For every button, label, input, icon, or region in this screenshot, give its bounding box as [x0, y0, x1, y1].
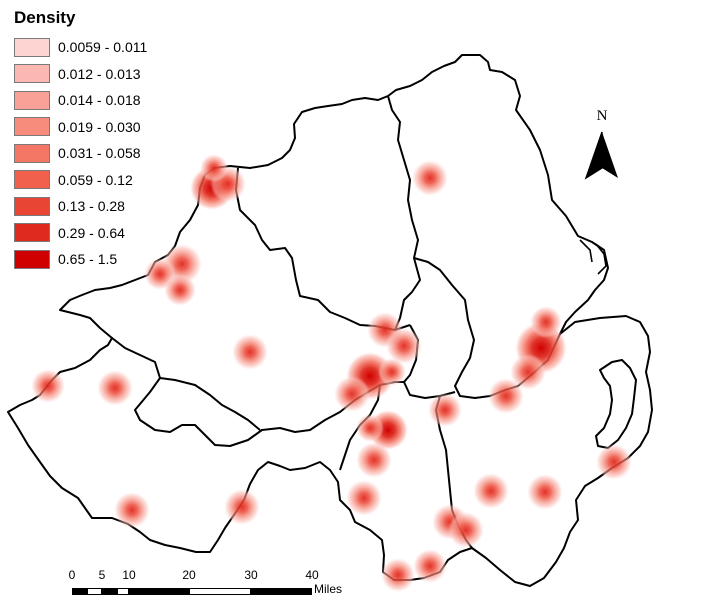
hotspot: [346, 480, 382, 516]
legend-label: 0.29 - 0.64: [58, 224, 125, 241]
coast-detail: [579, 239, 607, 275]
hotspot: [334, 376, 370, 412]
legend-swatch: [14, 64, 50, 84]
scale-segment: [251, 588, 312, 595]
scale-units: Miles: [314, 582, 343, 596]
hotspot: [200, 154, 228, 182]
scale-tick-label: 20: [182, 568, 196, 582]
legend: Density 0.0059 - 0.011 0.012 - 0.013 0.014…: [14, 8, 147, 273]
hotspot: [412, 160, 448, 196]
legend-label: 0.65 - 1.5: [58, 251, 118, 268]
hotspot: [224, 489, 260, 525]
hotspot: [448, 512, 484, 548]
north-arrow-icon: [584, 131, 618, 180]
hotspot: [381, 558, 415, 592]
legend-classes: 0.0059 - 0.011 0.012 - 0.013 0.014 - 0.018…: [14, 34, 147, 273]
hotspot: [378, 358, 406, 386]
legend-swatch: [14, 170, 50, 190]
hotspot: [413, 549, 447, 583]
legend-item: 0.65 - 1.5: [14, 246, 147, 273]
scale-segment: [129, 588, 189, 595]
legend-item: 0.019 - 0.030: [14, 114, 147, 141]
legend-swatch: [14, 223, 50, 243]
scale-segment: [189, 588, 251, 595]
legend-swatch: [14, 196, 50, 216]
hotspot: [596, 444, 632, 480]
north-arrow: N: [580, 108, 624, 184]
legend-label: 0.012 - 0.013: [58, 65, 141, 82]
scale-tick-label: 10: [122, 568, 136, 582]
hotspot: [530, 306, 562, 338]
scale-tick-label: 30: [244, 568, 258, 582]
scale-segment: [72, 588, 87, 595]
hotspot: [232, 334, 268, 370]
density-hotspots: [31, 154, 632, 592]
hotspot: [31, 369, 65, 403]
legend-item: 0.0059 - 0.011: [14, 34, 147, 61]
legend-title: Density: [14, 8, 76, 27]
hotspot: [488, 378, 524, 414]
hotspot: [114, 492, 150, 528]
hotspot: [97, 370, 133, 406]
scale-segment: [102, 588, 117, 595]
hotspot: [356, 414, 384, 442]
legend-swatch: [14, 143, 50, 163]
legend-item: 0.059 - 0.12: [14, 167, 147, 194]
legend-swatch: [14, 90, 50, 110]
hotspot: [164, 274, 196, 306]
legend-swatch: [14, 117, 50, 137]
legend-label: 0.014 - 0.018: [58, 92, 141, 109]
legend-item: 0.29 - 0.64: [14, 220, 147, 247]
legend-label: 0.059 - 0.12: [58, 171, 133, 188]
legend-swatch: [14, 249, 50, 269]
legend-item: 0.014 - 0.018: [14, 87, 147, 114]
scale-tick-label: 40: [305, 568, 319, 582]
legend-label: 0.0059 - 0.011: [58, 39, 148, 56]
legend-item: 0.13 - 0.28: [14, 193, 147, 220]
legend-item: 0.031 - 0.058: [14, 140, 147, 167]
scale-segment: [87, 588, 102, 595]
scale-bar: 0 5 10 20 30 40 Miles: [62, 568, 362, 604]
legend-label: 0.019 - 0.030: [58, 118, 141, 135]
legend-label: 0.13 - 0.28: [58, 198, 125, 215]
scale-segment: [117, 588, 129, 595]
hotspot: [428, 393, 462, 427]
scale-tick-label: 0: [68, 568, 76, 582]
hotspot: [510, 354, 546, 390]
hotspot: [386, 328, 422, 364]
legend-label: 0.031 - 0.058: [58, 145, 141, 162]
legend-item: 0.012 - 0.013: [14, 61, 147, 88]
hotspot: [527, 474, 563, 510]
hotspot: [356, 442, 392, 478]
legend-swatch: [14, 37, 50, 57]
hotspot: [473, 473, 509, 509]
scale-tick-label: 5: [98, 568, 106, 582]
peninsula-outline: [595, 359, 637, 449]
north-label: N: [596, 108, 608, 124]
